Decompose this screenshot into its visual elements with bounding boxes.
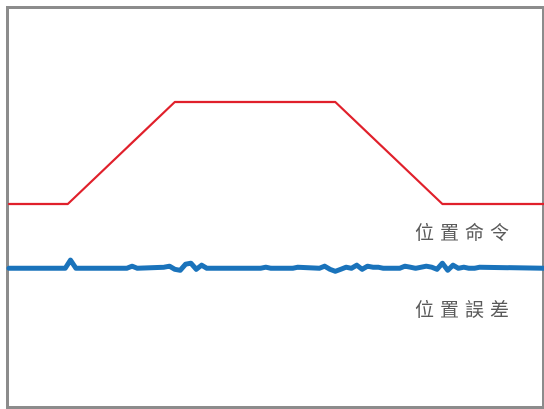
series-layer (6, 100, 544, 274)
series-line-position-command (7, 100, 544, 206)
series-line-position-error (6, 257, 544, 274)
series-label-position-error: 位置誤差 (415, 299, 516, 321)
series-label-position-command: 位置命令 (415, 222, 516, 244)
plot-border (6, 6, 544, 409)
